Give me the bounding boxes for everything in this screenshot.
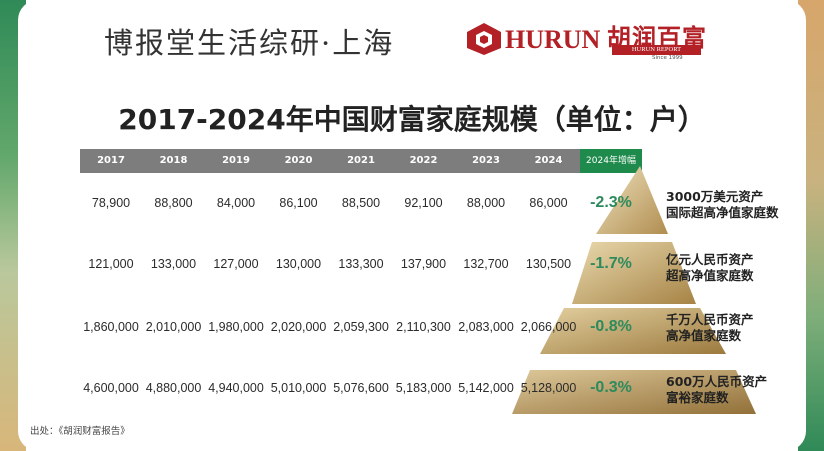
table-cell: 132,700 <box>463 257 509 271</box>
table-cell: 121,000 <box>88 257 134 271</box>
year-header-cell: 2017 <box>97 155 125 166</box>
hurun-since: Since 1999 <box>652 55 683 61</box>
growth-value: -1.7% <box>590 255 632 272</box>
table-cell: 127,000 <box>213 257 259 271</box>
table-cell: 88,800 <box>154 196 193 210</box>
table-cell: 2,010,000 <box>145 320 202 334</box>
source-note: 出处：《胡润财富报告》 <box>30 426 130 437</box>
table-cell: 86,100 <box>279 196 318 210</box>
wealth-pyramid <box>512 166 756 414</box>
tier-label: 千万人民币资产 高净值家庭数 <box>666 312 754 344</box>
hurun-logo-text: HURUN <box>505 25 601 54</box>
page-title: 2017-2024年中国财富家庭规模（单位：户） <box>118 103 706 136</box>
table-cell: 4,940,000 <box>208 381 264 395</box>
hurun-report-bar: HURUN REPORT <box>612 45 701 55</box>
tier-label-line2: 国际超高净值家庭数 <box>666 205 779 220</box>
table-cell: 5,183,000 <box>395 381 452 395</box>
tier-label-line2: 富裕家庭数 <box>666 390 729 405</box>
table-cell: 5,142,000 <box>458 381 514 395</box>
growth-header: 2024年增幅 <box>580 149 642 173</box>
table-cell: 130,000 <box>275 257 322 271</box>
table-cell: 2,059,300 <box>333 320 389 334</box>
table-cell: 86,000 <box>529 196 568 210</box>
tier-label: 600万人民币资产 富裕家庭数 <box>666 374 767 406</box>
table-cell: 2,110,300 <box>396 320 451 334</box>
table-cell: 4,880,000 <box>145 381 202 395</box>
pyramid-tier-3 <box>540 308 726 354</box>
tier-label-line1: 千万人民币资产 <box>666 312 754 327</box>
org-title: 博报堂生活综研·上海 <box>104 26 395 60</box>
pyramid-tier-1 <box>596 166 668 234</box>
table-cell: 88,500 <box>341 196 381 210</box>
table-cell: 5,010,000 <box>270 381 327 395</box>
growth-value: -0.8% <box>590 318 632 335</box>
table-cell: 78,900 <box>91 196 131 210</box>
table-cell: 2,020,000 <box>270 320 327 334</box>
tier-label-line2: 超高净值家庭数 <box>666 268 754 283</box>
tier-label: 3000万美元资产 国际超高净值家庭数 <box>666 189 779 221</box>
table-cell: 137,900 <box>400 257 447 271</box>
growth-value: -0.3% <box>590 379 632 396</box>
year-header-cell: 2024 <box>534 155 563 166</box>
tier-label-line1: 亿元人民币资产 <box>666 252 754 267</box>
table-cell: 92,100 <box>404 196 443 210</box>
table-cell: 1,980,000 <box>208 320 264 334</box>
tier-label-line1: 600万人民币资产 <box>666 374 768 389</box>
growth-value: -2.3% <box>590 194 632 211</box>
table-cell: 5,076,600 <box>333 381 389 395</box>
year-header-cell: 2020 <box>284 155 313 166</box>
hurun-cube-logo-icon <box>467 23 501 55</box>
year-header-cell: 2022 <box>409 155 438 166</box>
table-cell: 84,000 <box>216 196 256 210</box>
tier-label-line1: 3000万美元资产 <box>666 189 764 204</box>
pyramid-tier-2 <box>572 242 696 304</box>
year-header-bar <box>80 149 580 173</box>
year-header-cell: 2023 <box>472 155 500 166</box>
table-cell: 133,000 <box>150 257 197 271</box>
tier-label-line2: 高净值家庭数 <box>666 328 742 343</box>
table-cell: 88,000 <box>466 196 506 210</box>
year-header-cell: 2018 <box>159 155 188 166</box>
year-header-cell: 2019 <box>222 155 250 166</box>
table-cell: 130,500 <box>525 257 572 271</box>
table-cell: 4,600,000 <box>83 381 139 395</box>
table-cell: 1,860,000 <box>83 320 139 334</box>
pyramid-tier-4 <box>512 370 756 414</box>
table-cell: 2,066,000 <box>520 320 577 334</box>
table-cell: 5,128,000 <box>520 381 577 395</box>
table-cell: 133,300 <box>338 257 384 271</box>
table-cell: 2,083,000 <box>458 320 514 334</box>
year-header-cell: 2021 <box>347 155 375 166</box>
tier-label: 亿元人民币资产 超高净值家庭数 <box>666 252 754 284</box>
